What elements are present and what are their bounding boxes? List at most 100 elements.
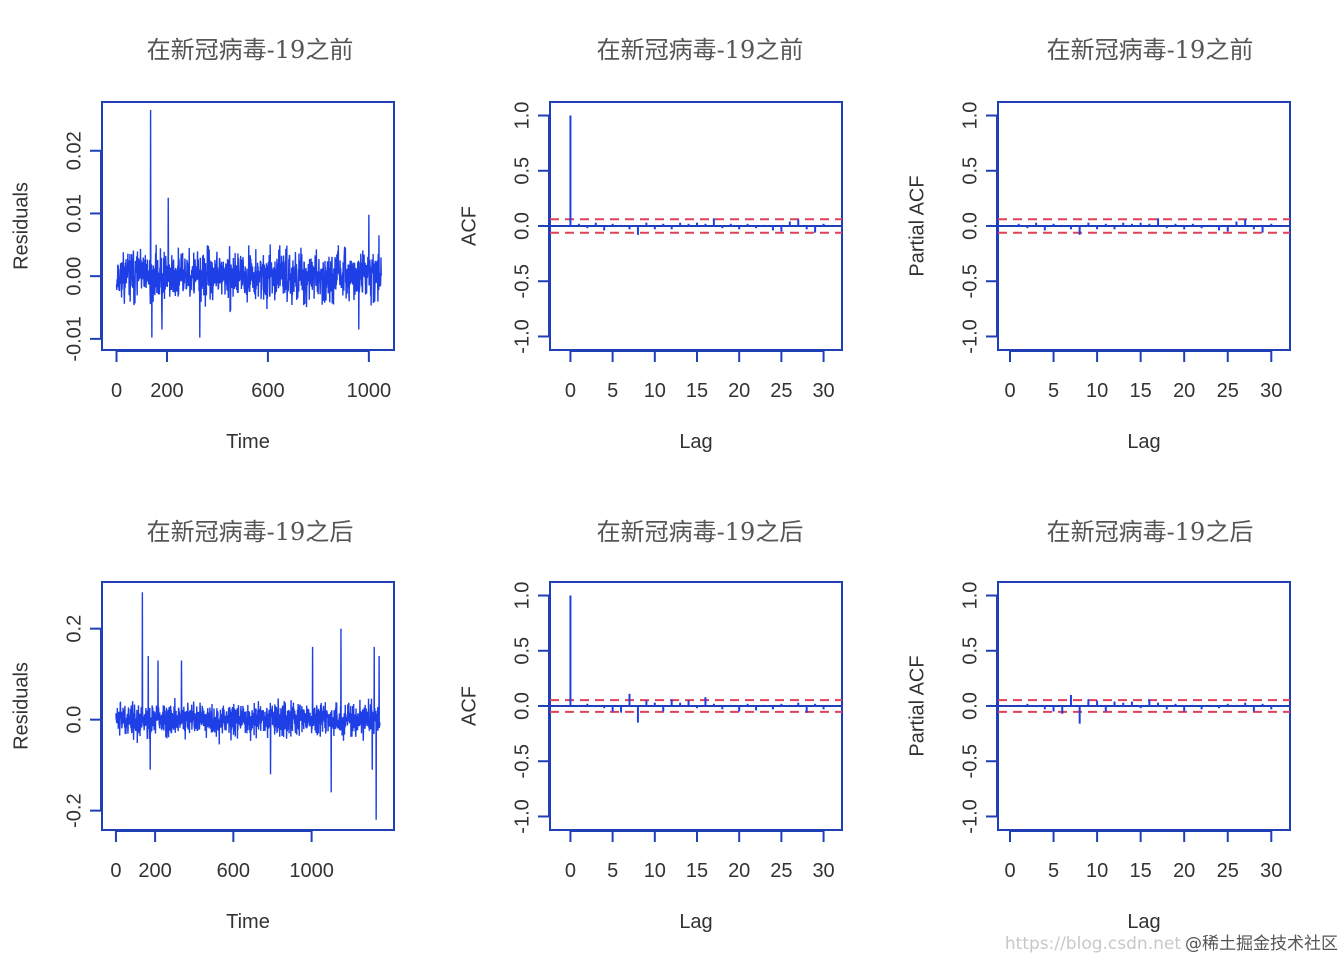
x-axis: 0 5 10 15 20 25 30 (565, 830, 835, 882)
panel-title: 在新冠病毒-19之后 (597, 518, 804, 546)
y-tick-label: 0.2 (63, 615, 85, 643)
y-tick-label: -1.0 (511, 319, 533, 353)
x-tick-label: 20 (728, 380, 750, 402)
residual-series-line (115, 592, 381, 820)
x-tick-label: 25 (770, 380, 792, 402)
y-tick-label: 1.0 (959, 102, 981, 130)
y-tick-label: -1.0 (959, 799, 981, 833)
x-tick-label: 20 (1173, 860, 1195, 882)
panel-pacf-before: 在新冠病毒-19之前 Lag Partial ACF 0 5 10 15 20 25 30 -1.0… (906, 36, 1291, 453)
y-tick-label: -0.5 (511, 264, 533, 298)
y-axis: -1.0 -0.5 0.0 0.5 1.0 (959, 582, 998, 834)
x-tick-label: 10 (644, 860, 666, 882)
x-tick-label: 0 (565, 860, 576, 882)
panel-residuals-after: 在新冠病毒-19之后 Time Residuals 0 200 600 1000 -0.2 0.… (10, 518, 395, 933)
x-tick-label: 30 (812, 860, 834, 882)
y-axis: -1.0 -0.5 0.0 0.5 1.0 (511, 582, 550, 834)
y-tick-label: 0.0 (63, 706, 85, 734)
x-tick-label: 15 (686, 380, 708, 402)
y-tick-label: 0.5 (511, 157, 533, 185)
x-tick-label: 25 (770, 860, 792, 882)
watermark-text: @稀土掘金技术社区 (1185, 934, 1338, 954)
y-tick-label: -0.5 (959, 744, 981, 778)
x-tick-label: 10 (644, 380, 666, 402)
x-tick-label: 200 (150, 380, 183, 402)
panel-title: 在新冠病毒-19之后 (1047, 518, 1254, 546)
y-axis-label: ACF (458, 686, 480, 726)
x-tick-label: 0 (565, 380, 576, 402)
x-axis-label: Lag (679, 431, 712, 453)
x-axis-label: Lag (1127, 911, 1160, 933)
x-axis-label: Time (226, 911, 270, 933)
watermark: https://blog.csdn.net @稀土掘金技术社区 (1005, 929, 1338, 954)
x-axis: 0 200 600 1000 (110, 830, 334, 882)
y-tick-label: -0.5 (959, 264, 981, 298)
x-tick-label: 600 (217, 860, 250, 882)
x-tick-label: 5 (607, 380, 618, 402)
y-axis-label: Partial ACF (906, 175, 928, 276)
x-tick-label: 600 (251, 380, 284, 402)
x-tick-label: 1000 (289, 860, 334, 882)
y-tick-label: -0.01 (63, 316, 85, 362)
y-tick-label: 1.0 (511, 102, 533, 130)
y-axis-label: Residuals (10, 662, 32, 750)
panel-title: 在新冠病毒-19之前 (147, 36, 354, 64)
y-tick-label: -1.0 (959, 319, 981, 353)
x-tick-label: 30 (1260, 860, 1282, 882)
x-tick-label: 25 (1217, 380, 1239, 402)
x-axis: 0 5 10 15 20 25 30 (565, 350, 835, 402)
y-tick-label: -1.0 (511, 799, 533, 833)
panel-title: 在新冠病毒-19之前 (1047, 36, 1254, 64)
y-tick-label: 0.0 (511, 212, 533, 240)
x-tick-label: 10 (1086, 380, 1108, 402)
x-tick-label: 0 (1004, 860, 1015, 882)
x-tick-label: 1000 (347, 380, 392, 402)
y-tick-label: 0.5 (959, 157, 981, 185)
y-tick-label: 1.0 (511, 582, 533, 610)
y-tick-label: -0.2 (63, 793, 85, 827)
panel-pacf-after: 在新冠病毒-19之后 Lag Partial ACF 0 5 10 15 20 25 30 -1.0… (906, 518, 1291, 933)
y-tick-label: 0.0 (959, 212, 981, 240)
y-axis-label: Partial ACF (906, 655, 928, 756)
residual-series-line (115, 109, 382, 338)
x-tick-label: 5 (1048, 860, 1059, 882)
x-axis: 0 200 600 1000 (111, 350, 391, 402)
x-tick-label: 5 (1048, 380, 1059, 402)
x-tick-label: 20 (1173, 380, 1195, 402)
x-tick-label: 15 (1130, 380, 1152, 402)
panel-residuals-before: 在新冠病毒-19之前 Time Residuals 0 200 600 1000 -0.01 0… (10, 36, 395, 453)
x-tick-label: 0 (111, 380, 122, 402)
x-axis: 0 5 10 15 20 25 30 (1004, 830, 1282, 882)
x-axis: 0 5 10 15 20 25 30 (1004, 350, 1282, 402)
y-axis: -0.01 0.00 0.01 0.02 (63, 131, 102, 362)
x-axis-label: Time (226, 431, 270, 453)
y-tick-label: 1.0 (959, 582, 981, 610)
y-tick-label: -0.5 (511, 744, 533, 778)
x-axis-label: Lag (1127, 431, 1160, 453)
y-tick-label: 0.00 (63, 257, 85, 296)
y-tick-label: 0.01 (63, 194, 85, 233)
y-tick-label: 0.0 (959, 692, 981, 720)
x-tick-label: 30 (812, 380, 834, 402)
y-tick-label: 0.5 (959, 637, 981, 665)
x-tick-label: 0 (1004, 380, 1015, 402)
y-axis: -1.0 -0.5 0.0 0.5 1.0 (511, 102, 550, 354)
x-tick-label: 15 (1130, 860, 1152, 882)
panel-title: 在新冠病毒-19之后 (147, 518, 354, 546)
y-tick-label: 0.02 (63, 131, 85, 170)
y-axis-label: ACF (458, 206, 480, 246)
y-tick-label: 0.5 (511, 637, 533, 665)
y-axis-label: Residuals (10, 182, 32, 270)
plot-frame (101, 101, 395, 351)
x-tick-label: 15 (686, 860, 708, 882)
x-tick-label: 0 (110, 860, 121, 882)
x-tick-label: 200 (138, 860, 171, 882)
x-tick-label: 5 (607, 860, 618, 882)
y-tick-label: 0.0 (511, 692, 533, 720)
x-tick-label: 30 (1260, 380, 1282, 402)
x-axis-label: Lag (679, 911, 712, 933)
panel-acf-after: 在新冠病毒-19之后 Lag ACF 0 5 10 15 20 25 30 -1.0 -0.5 0.0 0… (458, 518, 843, 933)
y-axis: -0.2 0.0 0.2 (63, 615, 102, 828)
y-axis: -1.0 -0.5 0.0 0.5 1.0 (959, 102, 998, 354)
